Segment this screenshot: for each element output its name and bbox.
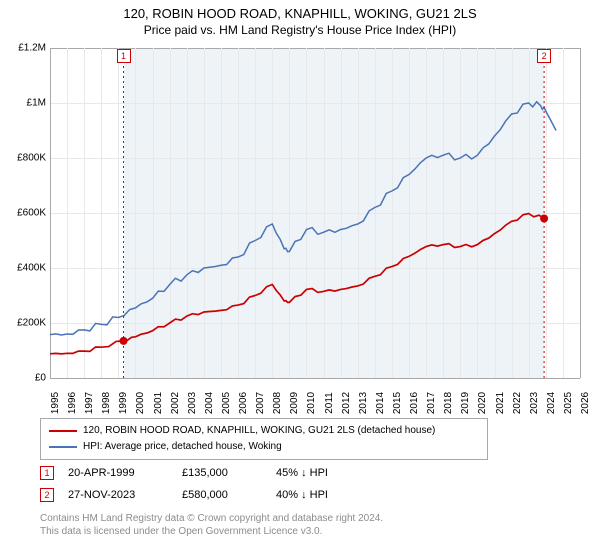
series-hpi <box>50 102 556 335</box>
transaction-delta: 45% ↓ HPI <box>276 467 366 479</box>
transaction-delta: 40% ↓ HPI <box>276 489 366 501</box>
series-property <box>50 214 544 354</box>
x-tick-label: 2019 <box>460 392 471 414</box>
transactions-table: 1 20-APR-1999 £135,000 45% ↓ HPI 2 27-NOV-202… <box>40 462 366 506</box>
x-tick-label: 2026 <box>580 392 591 414</box>
x-tick-label: 2004 <box>204 392 215 414</box>
transaction-marker-box: 1 <box>40 466 54 480</box>
x-tick-label: 2018 <box>443 392 454 414</box>
x-tick-label: 2020 <box>477 392 488 414</box>
transaction-date: 20-APR-1999 <box>68 467 168 479</box>
y-tick-label: £1M <box>0 98 46 109</box>
transaction-row: 2 27-NOV-2023 £580,000 40% ↓ HPI <box>40 484 366 506</box>
chart-plot-area: £0£200K£400K£600K£800K£1M£1.2M1995199619… <box>50 48 580 378</box>
license-line-1: Contains HM Land Registry data © Crown c… <box>40 512 383 525</box>
y-tick-label: £200K <box>0 318 46 329</box>
x-tick-label: 2015 <box>392 392 403 414</box>
y-tick-label: £400K <box>0 263 46 274</box>
x-tick-label: 1998 <box>101 392 112 414</box>
x-tick-label: 2016 <box>409 392 420 414</box>
y-tick-label: £600K <box>0 208 46 219</box>
transaction-price: £580,000 <box>182 489 262 501</box>
transaction-marker-box: 2 <box>40 488 54 502</box>
marker-number-box: 1 <box>117 49 131 63</box>
x-tick-label: 2009 <box>289 392 300 414</box>
marker-number-box: 2 <box>537 49 551 63</box>
x-tick-label: 2002 <box>170 392 181 414</box>
chart-lines <box>50 48 580 378</box>
y-tick-label: £0 <box>0 373 46 384</box>
title-sub: Price paid vs. HM Land Registry's House … <box>0 23 600 37</box>
marker-dot <box>540 215 548 223</box>
license-line-2: This data is licensed under the Open Gov… <box>40 525 383 538</box>
legend-swatch <box>49 446 77 448</box>
gridline-h <box>50 378 580 379</box>
y-tick-label: £800K <box>0 153 46 164</box>
legend: 120, ROBIN HOOD ROAD, KNAPHILL, WOKING, … <box>40 418 488 460</box>
title-block: 120, ROBIN HOOD ROAD, KNAPHILL, WOKING, … <box>0 0 600 37</box>
x-tick-label: 2005 <box>221 392 232 414</box>
x-tick-label: 1996 <box>67 392 78 414</box>
x-tick-label: 2007 <box>255 392 266 414</box>
legend-item: 120, ROBIN HOOD ROAD, KNAPHILL, WOKING, … <box>49 423 479 439</box>
x-tick-label: 1997 <box>84 392 95 414</box>
x-tick-label: 2025 <box>563 392 574 414</box>
x-tick-label: 2017 <box>426 392 437 414</box>
chart-container: 120, ROBIN HOOD ROAD, KNAPHILL, WOKING, … <box>0 0 600 560</box>
x-tick-label: 2000 <box>135 392 146 414</box>
transaction-date: 27-NOV-2023 <box>68 489 168 501</box>
x-tick-label: 2022 <box>512 392 523 414</box>
x-tick-label: 2011 <box>324 392 335 414</box>
legend-item: HPI: Average price, detached house, Woki… <box>49 439 479 455</box>
transaction-price: £135,000 <box>182 467 262 479</box>
x-tick-label: 2014 <box>375 392 386 414</box>
legend-swatch <box>49 430 77 432</box>
legend-label: HPI: Average price, detached house, Woki… <box>83 439 282 455</box>
x-tick-label: 2006 <box>238 392 249 414</box>
x-tick-label: 2001 <box>153 392 164 414</box>
gridline-v <box>580 48 581 378</box>
license-text: Contains HM Land Registry data © Crown c… <box>40 512 383 538</box>
x-tick-label: 2012 <box>341 392 352 414</box>
x-tick-label: 2023 <box>529 392 540 414</box>
x-tick-label: 1999 <box>118 392 129 414</box>
x-tick-label: 2003 <box>187 392 198 414</box>
x-tick-label: 2024 <box>546 392 557 414</box>
marker-dot <box>120 337 128 345</box>
x-tick-label: 2013 <box>358 392 369 414</box>
x-tick-label: 1995 <box>50 392 61 414</box>
title-main: 120, ROBIN HOOD ROAD, KNAPHILL, WOKING, … <box>0 6 600 21</box>
transaction-row: 1 20-APR-1999 £135,000 45% ↓ HPI <box>40 462 366 484</box>
x-tick-label: 2008 <box>272 392 283 414</box>
x-tick-label: 2010 <box>306 392 317 414</box>
y-tick-label: £1.2M <box>0 43 46 54</box>
x-tick-label: 2021 <box>495 392 506 414</box>
legend-label: 120, ROBIN HOOD ROAD, KNAPHILL, WOKING, … <box>83 423 435 439</box>
